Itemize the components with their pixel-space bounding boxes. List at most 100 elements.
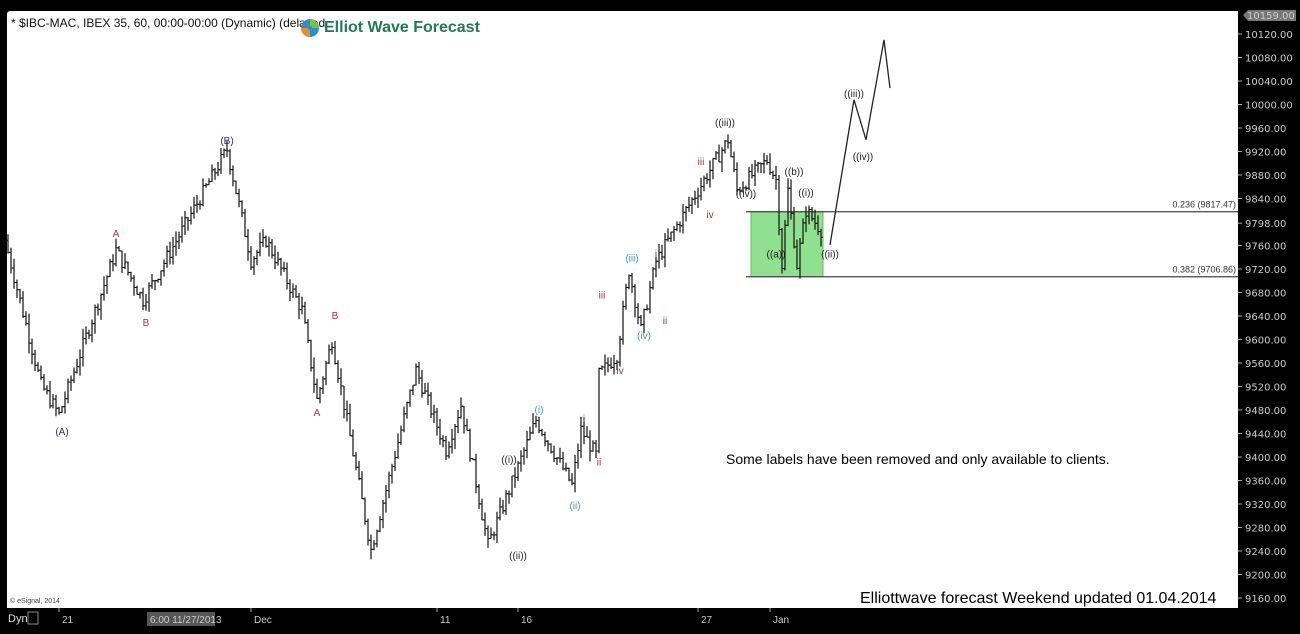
ohlc-bar — [441, 435, 445, 448]
ohlc-bar — [591, 440, 595, 452]
ohlc-bar — [489, 527, 493, 540]
ohlc-bar — [33, 349, 37, 372]
ohlc-bar — [762, 153, 766, 174]
ohlc-bar — [378, 516, 382, 533]
ohlc-bar — [120, 250, 124, 274]
ohlc-bar — [456, 409, 460, 434]
ohlc-bar — [726, 134, 730, 149]
ohlc-bar — [396, 433, 400, 459]
ohlc-bar — [267, 236, 271, 257]
wave-label: ((i)) — [501, 455, 517, 466]
ohlc-bar — [384, 485, 388, 513]
y-tick-label: 10080.00 — [1245, 54, 1293, 65]
ohlc-bar — [273, 245, 277, 270]
ohlc-bar — [729, 139, 733, 158]
ohlc-bar — [498, 497, 502, 521]
ohlc-bar — [93, 304, 97, 334]
ohlc-bar — [45, 385, 49, 395]
ohlc-bar — [594, 440, 598, 459]
cursor-time-label: 6:00 11/27/2013 — [150, 615, 222, 626]
wave-label: ((b)) — [785, 167, 804, 178]
ohlc-bar — [87, 329, 91, 339]
ohlc-bar — [666, 228, 670, 242]
ohlc-bar — [288, 279, 292, 302]
ohlc-bar — [399, 425, 403, 445]
ohlc-bar — [168, 241, 172, 265]
ohlc-bar — [576, 443, 580, 469]
ohlc-bar — [348, 403, 352, 437]
ohlc-bar — [546, 440, 550, 452]
ohlc-bar — [216, 161, 220, 177]
ohlc-bar — [660, 244, 664, 260]
wave-label: B — [332, 311, 339, 322]
ohlc-bar — [105, 275, 109, 294]
ohlc-bar — [279, 257, 283, 276]
ohlc-bar — [528, 426, 532, 441]
wave-label: (iii) — [625, 253, 638, 264]
y-tick-label: 9160.00 — [1245, 594, 1286, 605]
ohlc-bar — [147, 282, 151, 312]
ohlc-bar — [234, 180, 238, 195]
ohlc-bar — [42, 374, 46, 391]
max-price-label: 10159.00 — [1247, 11, 1295, 22]
wave-label: A — [314, 408, 321, 419]
ohlc-bar — [363, 497, 367, 525]
y-tick-label: 9798.00 — [1245, 219, 1286, 230]
wave-label: ((ii)) — [509, 551, 527, 562]
ohlc-bar — [681, 204, 685, 234]
ohlc-bar — [213, 167, 217, 180]
ohlc-bar — [180, 216, 184, 243]
ohlc-bar — [426, 382, 430, 406]
ohlc-bar — [447, 441, 451, 459]
ohlc-bar — [486, 525, 490, 548]
y-tick-label: 9240.00 — [1245, 547, 1286, 558]
ohlc-bar — [6, 234, 10, 254]
mode-toggle[interactable] — [27, 611, 39, 625]
ohlc-bar — [54, 394, 58, 417]
ohlc-bar — [18, 288, 22, 304]
ohlc-bar — [123, 253, 127, 269]
ohlc-bar — [672, 225, 676, 242]
ohlc-bar — [375, 529, 379, 548]
ohlc-bar — [633, 284, 637, 318]
wave-label: B — [143, 318, 150, 329]
ohlc-bar — [141, 287, 145, 311]
wave-label: iii — [698, 157, 705, 168]
ohlc-bar — [720, 147, 724, 173]
y-tick-label: 9600.00 — [1245, 336, 1286, 347]
y-tick-label: 9200.00 — [1245, 571, 1286, 582]
logo-text: Elliot Wave Forecast — [324, 19, 480, 36]
ohlc-bar — [339, 368, 343, 396]
ohlc-bar — [30, 338, 34, 365]
wave-label: (iv) — [637, 331, 651, 342]
y-tick-label: 9640.00 — [1245, 312, 1286, 323]
ohlc-bar — [765, 155, 769, 165]
ohlc-bar — [774, 165, 778, 190]
wave-label: A — [113, 229, 120, 240]
y-tick-label: 9360.00 — [1245, 477, 1286, 488]
ohlc-bar — [171, 236, 175, 265]
ohlc-bar — [585, 426, 589, 438]
ohlc-bar — [336, 360, 340, 383]
ohlc-bar — [573, 455, 577, 493]
ohlc-bar — [78, 349, 82, 376]
ohlc-bar — [360, 471, 364, 500]
ohlc-bar — [519, 450, 523, 472]
ohlc-bar — [450, 428, 454, 454]
fib-zone-box — [750, 211, 824, 278]
ohlc-bar — [300, 296, 304, 315]
wave-label: ((a)) — [767, 250, 786, 261]
ohlc-bar — [111, 254, 115, 272]
ohlc-bar — [90, 319, 94, 343]
ohlc-bar — [663, 232, 667, 268]
ohlc-bar — [438, 418, 442, 445]
ohlc-bar — [567, 467, 571, 482]
fib-level-label: 0.236 (9817.47) — [1172, 200, 1236, 210]
ohlc-bar — [72, 367, 76, 383]
ohlc-bar — [243, 208, 247, 238]
ohlc-bar — [669, 231, 673, 242]
ohlc-bar — [588, 430, 592, 462]
ohlc-bar — [81, 328, 85, 367]
ohlc-bar — [285, 262, 289, 290]
